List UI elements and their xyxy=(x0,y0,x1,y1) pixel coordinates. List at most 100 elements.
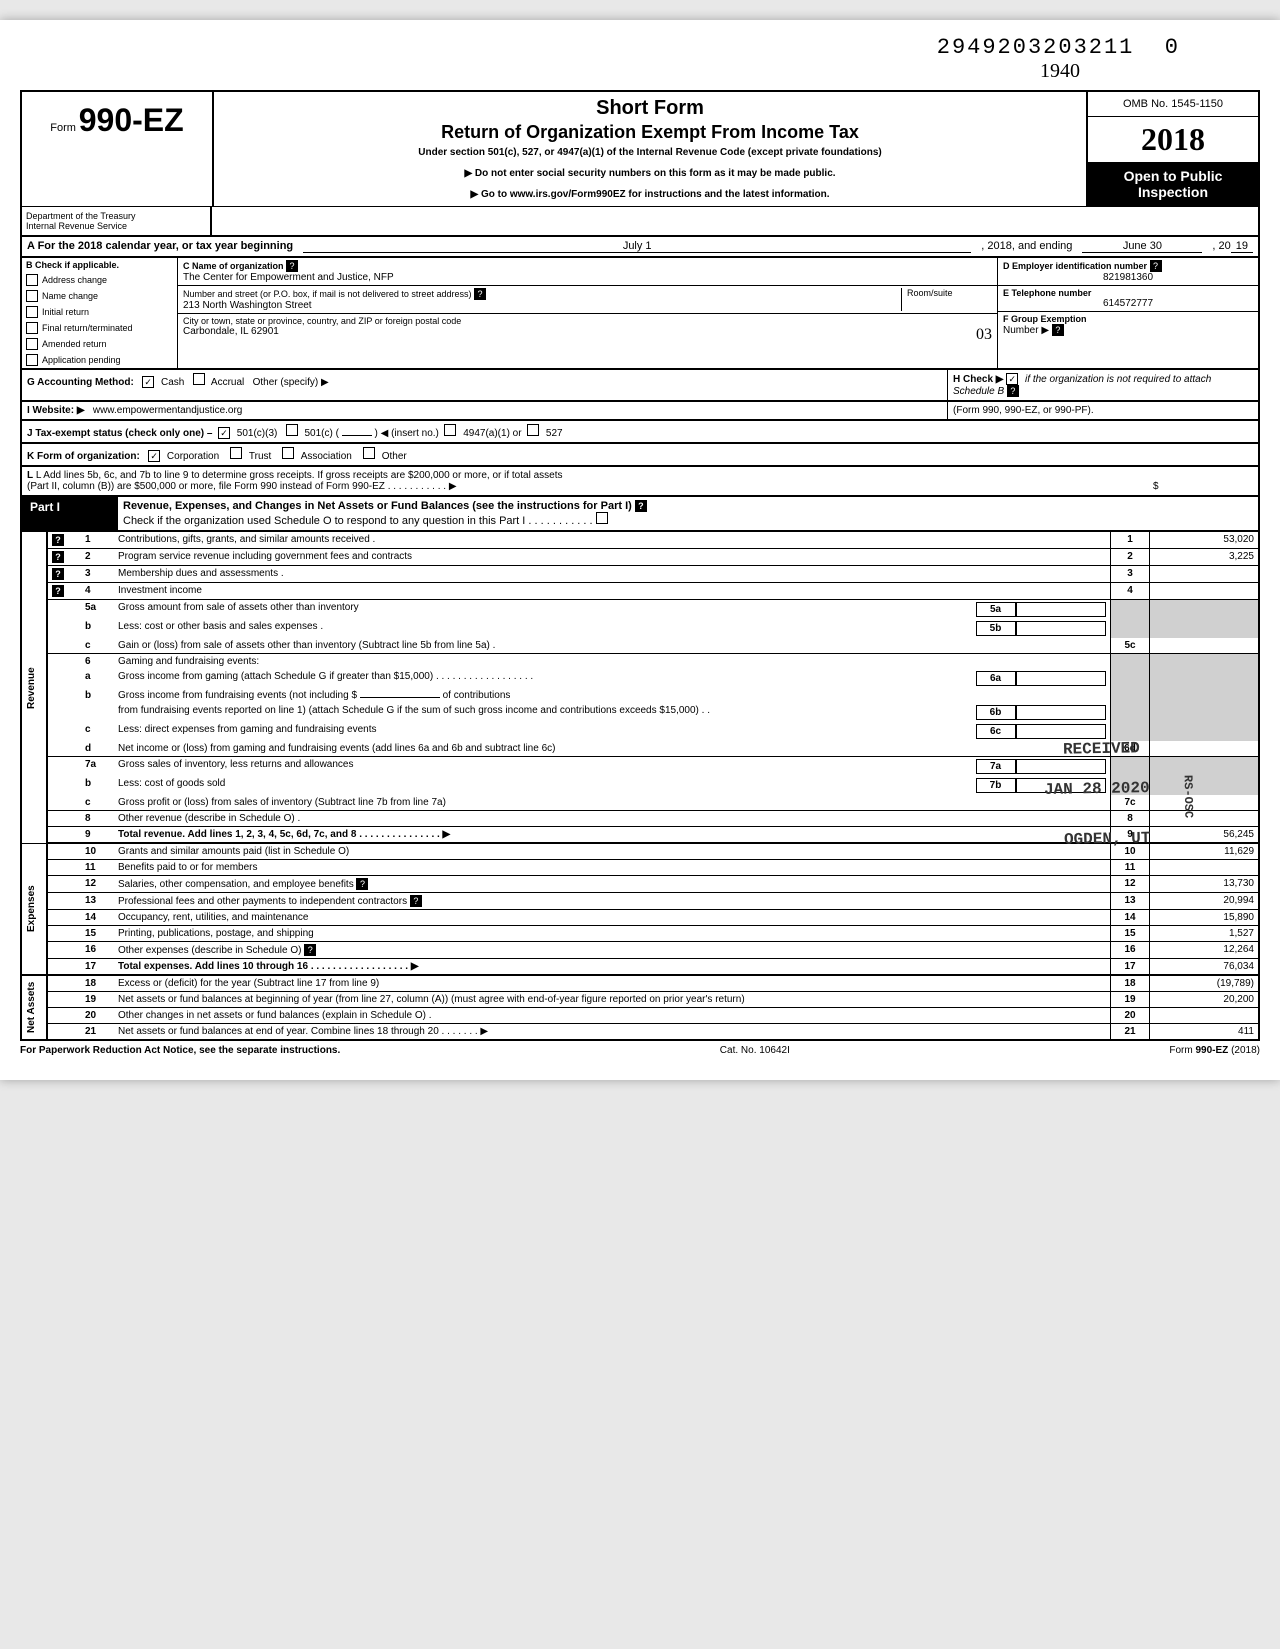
part-1-title: Revenue, Expenses, and Changes in Net As… xyxy=(123,500,632,512)
checkbox-icon[interactable] xyxy=(26,306,38,318)
c-label: C Name of organization xyxy=(183,261,284,271)
line-19-desc: Net assets or fund balances at beginning… xyxy=(114,992,1111,1008)
rs-osc-stamp: RS-OSC xyxy=(1181,775,1196,818)
form-number: 990-EZ xyxy=(79,102,184,138)
line-17-amt: 76,034 xyxy=(1150,959,1260,976)
ogden-stamp: OGDEN, UT xyxy=(1063,829,1150,849)
line-15-desc: Printing, publications, postage, and shi… xyxy=(114,926,1111,942)
ein-value: 821981360 xyxy=(1003,272,1253,283)
dept-treasury: Department of the Treasury Internal Reve… xyxy=(22,207,212,235)
checkbox-other[interactable] xyxy=(363,447,375,459)
date-stamp: JAN 28 2020 xyxy=(1044,779,1150,799)
short-form-label: Short Form xyxy=(224,97,1076,120)
checkbox-schedule-o[interactable] xyxy=(596,512,608,524)
handwritten-03: 03 xyxy=(976,326,992,344)
line-12-amt: 13,730 xyxy=(1150,876,1260,893)
line-14-desc: Occupancy, rent, utilities, and maintena… xyxy=(114,910,1111,926)
line-1-amt: 53,020 xyxy=(1150,532,1260,549)
line-19-amt: 20,200 xyxy=(1150,992,1260,1008)
i-label: I Website: ▶ xyxy=(27,405,85,416)
handwritten-top: 1940 xyxy=(1040,60,1080,83)
line-20-desc: Other changes in net assets or fund bala… xyxy=(114,1008,1111,1024)
under-section: Under section 501(c), 527, or 4947(a)(1)… xyxy=(224,147,1076,158)
line-18-desc: Excess or (deficit) for the year (Subtra… xyxy=(114,975,1111,992)
checkbox-icon[interactable] xyxy=(26,290,38,302)
checkbox-h[interactable]: ✓ xyxy=(1006,373,1018,385)
checkbox-trust[interactable] xyxy=(230,447,242,459)
form-number-box: Form 990-EZ xyxy=(22,92,214,206)
year-suffix: 19 xyxy=(1231,240,1253,253)
e-label: E Telephone number xyxy=(1003,288,1253,298)
checkbox-4947[interactable] xyxy=(444,424,456,436)
address-block: B Check if applicable. Address change Na… xyxy=(20,258,1260,370)
line-11-desc: Benefits paid to or for members xyxy=(114,860,1111,876)
checkbox-assoc[interactable] xyxy=(282,447,294,459)
help-icon[interactable]: ? xyxy=(52,551,64,563)
form-title-box: Short Form Return of Organization Exempt… xyxy=(214,92,1086,206)
f-label: F Group Exemption xyxy=(1003,314,1253,324)
help-icon[interactable]: ? xyxy=(1150,260,1162,272)
help-icon[interactable]: ? xyxy=(286,260,298,272)
line-15-amt: 1,527 xyxy=(1150,926,1260,942)
checkbox-527[interactable] xyxy=(527,424,539,436)
g-label: G Accounting Method: xyxy=(27,377,134,388)
checkbox-accrual[interactable] xyxy=(193,373,205,385)
help-icon[interactable]: ? xyxy=(356,878,368,890)
line-a: A For the 2018 calendar year, or tax yea… xyxy=(20,237,1260,258)
line-14-amt: 15,890 xyxy=(1150,910,1260,926)
line-8-desc: Other revenue (describe in Schedule O) . xyxy=(114,811,1111,827)
help-icon[interactable]: ? xyxy=(1007,385,1019,397)
goto-link: ▶ Go to www.irs.gov/Form990EZ for instru… xyxy=(224,189,1076,200)
checkbox-501c3[interactable]: ✓ xyxy=(218,427,230,439)
footer-center: Cat. No. 10642I xyxy=(720,1045,790,1056)
line-6-desc: Gaming and fundraising events: xyxy=(114,654,1111,670)
checkbox-corp[interactable]: ✓ xyxy=(148,450,160,462)
help-icon[interactable]: ? xyxy=(1052,324,1064,336)
line-6a-desc: Gross income from gaming (attach Schedul… xyxy=(118,671,976,686)
l-dollar: $ xyxy=(1153,481,1253,492)
room-suite: Room/suite xyxy=(901,288,992,311)
line-5b-desc: Less: cost or other basis and sales expe… xyxy=(118,621,976,636)
help-icon[interactable]: ? xyxy=(304,944,316,956)
street-address: 213 North Washington Street xyxy=(183,300,901,311)
checkbox-icon[interactable] xyxy=(26,322,38,334)
j-label: J Tax-exempt status (check only one) – xyxy=(27,428,212,439)
line-2-amt: 3,225 xyxy=(1150,549,1260,566)
check-name-change: Name change xyxy=(22,288,177,304)
check-final-return: Final return/terminated xyxy=(22,320,177,336)
help-icon[interactable]: ? xyxy=(52,534,64,546)
checkbox-cash[interactable]: ✓ xyxy=(142,376,154,388)
form-page: 2949203203211 0 1940 Form 990-EZ Short F… xyxy=(0,20,1280,1080)
line-a-label: A For the 2018 calendar year, or tax yea… xyxy=(27,240,293,252)
website-value: www.empowermentandjustice.org xyxy=(93,405,243,416)
street-label: Number and street (or P.O. box, if mail … xyxy=(183,289,471,299)
help-icon[interactable]: ? xyxy=(474,288,486,300)
line-1-desc: Contributions, gifts, grants, and simila… xyxy=(114,532,1111,549)
line-3-desc: Membership dues and assessments . xyxy=(114,566,1111,583)
form-prefix: Form xyxy=(50,122,76,134)
checkbox-icon[interactable] xyxy=(26,274,38,286)
h-form-ref: (Form 990, 990-EZ, or 990-PF). xyxy=(947,402,1258,419)
part-1-label: Part I xyxy=(22,497,118,530)
checkbox-501c[interactable] xyxy=(286,424,298,436)
city-label: City or town, state or province, country… xyxy=(183,316,992,326)
f-number: Number ▶ xyxy=(1003,325,1049,336)
checkbox-icon[interactable] xyxy=(26,338,38,350)
tax-year: 2018 xyxy=(1088,117,1258,162)
help-icon[interactable]: ? xyxy=(52,585,64,597)
row-j: J Tax-exempt status (check only one) – ✓… xyxy=(20,421,1260,444)
line-6d-desc: Net income or (loss) from gaming and fun… xyxy=(114,741,1111,757)
checkbox-icon[interactable] xyxy=(26,354,38,366)
footer-right: Form 990-EZ (2018) xyxy=(1169,1045,1260,1056)
help-icon[interactable]: ? xyxy=(635,500,647,512)
part-1-header: Part I Revenue, Expenses, and Changes in… xyxy=(20,497,1260,532)
block-c: C Name of organization ? The Center for … xyxy=(178,258,998,368)
year-start: July 1 xyxy=(303,240,971,253)
city-value: Carbondale, IL 62901 xyxy=(183,326,279,344)
h-label: H Check ▶ xyxy=(953,374,1003,385)
part-1-check-line: Check if the organization used Schedule … xyxy=(123,515,593,527)
page-footer: For Paperwork Reduction Act Notice, see … xyxy=(20,1041,1260,1060)
help-icon[interactable]: ? xyxy=(410,895,422,907)
row-k: K Form of organization: ✓ Corporation Tr… xyxy=(20,444,1260,467)
help-icon[interactable]: ? xyxy=(52,568,64,580)
